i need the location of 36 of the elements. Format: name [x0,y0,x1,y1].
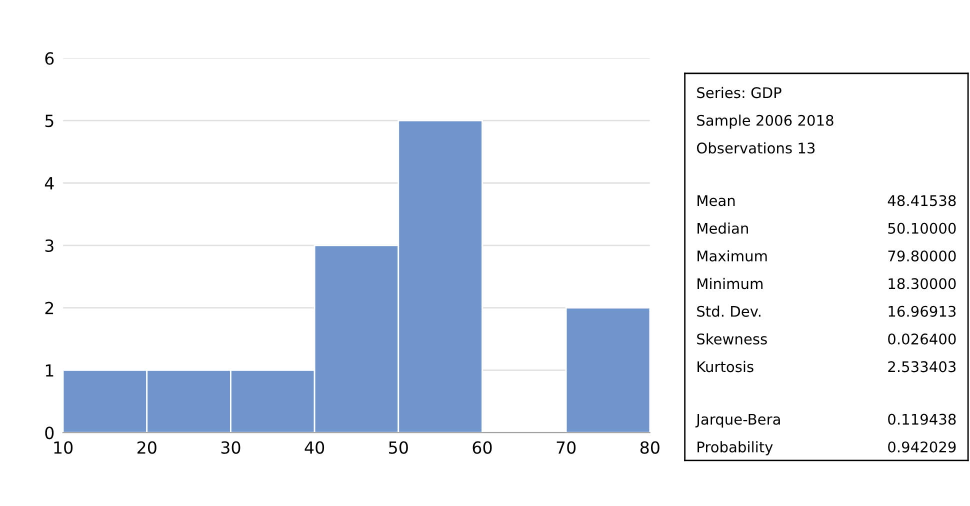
y-tick-label: 5 [45,114,54,128]
y-tick-label: 0 [45,426,54,440]
text: Series: GDP [697,86,782,98]
text: Std. Dev. [697,306,760,317]
text: 48.41538 [888,195,956,206]
text: 16.96913 [888,306,956,317]
x-tick-label: 30 [221,441,240,454]
text: 50.10000 [888,222,956,234]
text: Minimum [698,278,762,290]
text: 18.30000 [888,278,956,290]
x-tick-label: 10 [54,441,73,454]
text: Observations 13 [696,142,815,154]
text: 0.026400 [888,334,956,345]
text: 2.533403 [888,361,956,372]
x-tick-label: 60 [472,441,492,454]
text: Skewness [697,333,767,345]
text: Jarque-Bera [695,414,780,428]
text: Probability [698,441,773,456]
y-tick-label: 4 [44,177,54,190]
x-tick-label: 40 [304,441,324,454]
text: Sample 2006 2018 [697,114,834,129]
x-tick-label: 50 [389,441,408,454]
y-tick-label: 2 [45,302,54,314]
x-tick-label: 80 [640,441,660,454]
text: 0.119438 [888,414,956,425]
text: Mean [698,195,735,206]
y-tick-label: 3 [45,239,54,252]
text: Kurtosis [698,360,754,372]
text: Maximum [698,250,767,262]
y-tick-label: 6 [45,52,54,65]
x-tick-label: 70 [556,441,576,454]
text: 0.942029 [888,441,956,452]
y-tick-label: 1 [46,364,54,377]
text: 79.80000 [888,250,956,262]
text: Median [698,222,748,234]
x-tick-label: 20 [138,441,156,454]
